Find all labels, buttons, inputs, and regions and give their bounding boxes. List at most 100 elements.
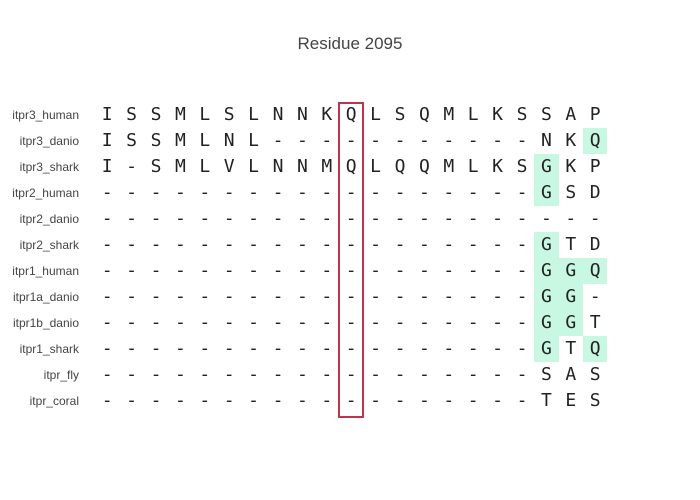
residue-cell: P bbox=[589, 156, 601, 177]
residue-cell: - bbox=[199, 182, 211, 203]
residue-cell: - bbox=[272, 208, 284, 229]
sequence-label: itpr2_danio bbox=[19, 212, 79, 226]
residue-cell: - bbox=[345, 390, 357, 411]
residue-cell: S bbox=[126, 130, 137, 151]
residue-cell: G bbox=[534, 336, 559, 362]
residue-cell: - bbox=[321, 390, 333, 411]
residue-cell: - bbox=[248, 260, 259, 281]
residue-cell: - bbox=[540, 208, 552, 229]
residue-cell: - bbox=[370, 260, 381, 281]
residue-cell: - bbox=[467, 182, 479, 203]
residue-cell: - bbox=[150, 364, 162, 385]
residue-cell: L bbox=[248, 104, 259, 125]
residue-cell: - bbox=[272, 338, 284, 359]
residue-cell: E bbox=[565, 390, 577, 411]
residue-cell: - bbox=[394, 182, 406, 203]
residue-cell: - bbox=[296, 182, 308, 203]
residue-cell: - bbox=[492, 364, 503, 385]
residue-cell: - bbox=[492, 260, 503, 281]
sequence-label: itpr3_human bbox=[12, 108, 79, 122]
residue-cell: - bbox=[516, 312, 528, 333]
residue-cell: - bbox=[223, 208, 235, 229]
residue-cell: - bbox=[345, 234, 357, 255]
residue-cell: G bbox=[558, 310, 583, 336]
residue-cell: - bbox=[321, 260, 333, 281]
residue-cell: - bbox=[199, 312, 211, 333]
residue-cell: - bbox=[150, 234, 162, 255]
residue-cell: G bbox=[534, 310, 559, 336]
residue-cell: - bbox=[370, 286, 381, 307]
residue-cell: Q bbox=[345, 104, 357, 125]
residue-cell: S bbox=[540, 104, 552, 125]
residue-cell: - bbox=[443, 390, 455, 411]
residue-cell: - bbox=[126, 156, 137, 177]
residue-cell: - bbox=[101, 312, 113, 333]
residue-cell: - bbox=[418, 182, 430, 203]
residue-cell: - bbox=[394, 390, 406, 411]
residue-cell: - bbox=[101, 234, 113, 255]
residue-cell: S bbox=[150, 156, 162, 177]
residue-cell: - bbox=[296, 286, 308, 307]
residue-cell: M bbox=[443, 156, 455, 177]
sequence-label: itpr_fly bbox=[43, 368, 79, 382]
residue-cell: D bbox=[589, 234, 601, 255]
residue-cell: D bbox=[589, 182, 601, 203]
residue-cell: I bbox=[101, 156, 113, 177]
residue-cell: - bbox=[223, 312, 235, 333]
residue-cell: - bbox=[370, 182, 381, 203]
residue-cell: - bbox=[223, 182, 235, 203]
residue-cell: - bbox=[345, 130, 357, 151]
residue-cell: - bbox=[589, 208, 601, 229]
residue-cell: - bbox=[126, 286, 137, 307]
residue-cell: G bbox=[558, 258, 583, 284]
residue-cell: - bbox=[174, 364, 186, 385]
residue-cell: S bbox=[150, 104, 162, 125]
residue-cell: - bbox=[418, 390, 430, 411]
residue-cell: - bbox=[101, 182, 113, 203]
residue-cell: - bbox=[223, 390, 235, 411]
residue-cell: - bbox=[345, 364, 357, 385]
residue-cell: - bbox=[150, 312, 162, 333]
residue-cell: - bbox=[492, 182, 503, 203]
residue-cell: - bbox=[296, 234, 308, 255]
residue-cell: - bbox=[370, 208, 381, 229]
residue-cell: S bbox=[126, 104, 137, 125]
residue-cell: - bbox=[516, 260, 528, 281]
residue-cell: - bbox=[492, 234, 503, 255]
residue-cell: - bbox=[345, 312, 357, 333]
residue-cell: - bbox=[467, 364, 479, 385]
residue-cell: - bbox=[516, 338, 528, 359]
residue-cell: L bbox=[248, 130, 259, 151]
residue-cell: - bbox=[345, 182, 357, 203]
residue-cell: - bbox=[516, 234, 528, 255]
residue-cell: - bbox=[394, 208, 406, 229]
residue-cell: - bbox=[516, 182, 528, 203]
residue-cell: - bbox=[126, 182, 137, 203]
residue-cell: - bbox=[516, 390, 528, 411]
residue-cell: - bbox=[321, 312, 333, 333]
residue-cell: - bbox=[199, 390, 211, 411]
residue-cell: T bbox=[589, 312, 601, 333]
residue-cell: - bbox=[321, 364, 333, 385]
residue-cell: - bbox=[272, 364, 284, 385]
residue-cell: - bbox=[492, 208, 503, 229]
residue-cell: - bbox=[467, 260, 479, 281]
residue-cell: - bbox=[321, 234, 333, 255]
residue-cell: M bbox=[321, 156, 333, 177]
residue-cell: G bbox=[534, 232, 559, 258]
residue-cell: - bbox=[174, 182, 186, 203]
sequence-label: itpr1_human bbox=[12, 264, 79, 278]
residue-cell: N bbox=[540, 130, 552, 151]
residue-cell: - bbox=[126, 390, 137, 411]
residue-cell: G bbox=[558, 284, 583, 310]
residue-cell: - bbox=[321, 182, 333, 203]
residue-cell: - bbox=[248, 234, 259, 255]
residue-cell: V bbox=[223, 156, 235, 177]
residue-cell: - bbox=[296, 260, 308, 281]
residue-cell: - bbox=[321, 208, 333, 229]
residue-cell: L bbox=[199, 156, 211, 177]
residue-cell: - bbox=[248, 312, 259, 333]
residue-cell: - bbox=[467, 312, 479, 333]
sequence-label: itpr2_shark bbox=[19, 238, 79, 252]
residue-cell: - bbox=[126, 338, 137, 359]
